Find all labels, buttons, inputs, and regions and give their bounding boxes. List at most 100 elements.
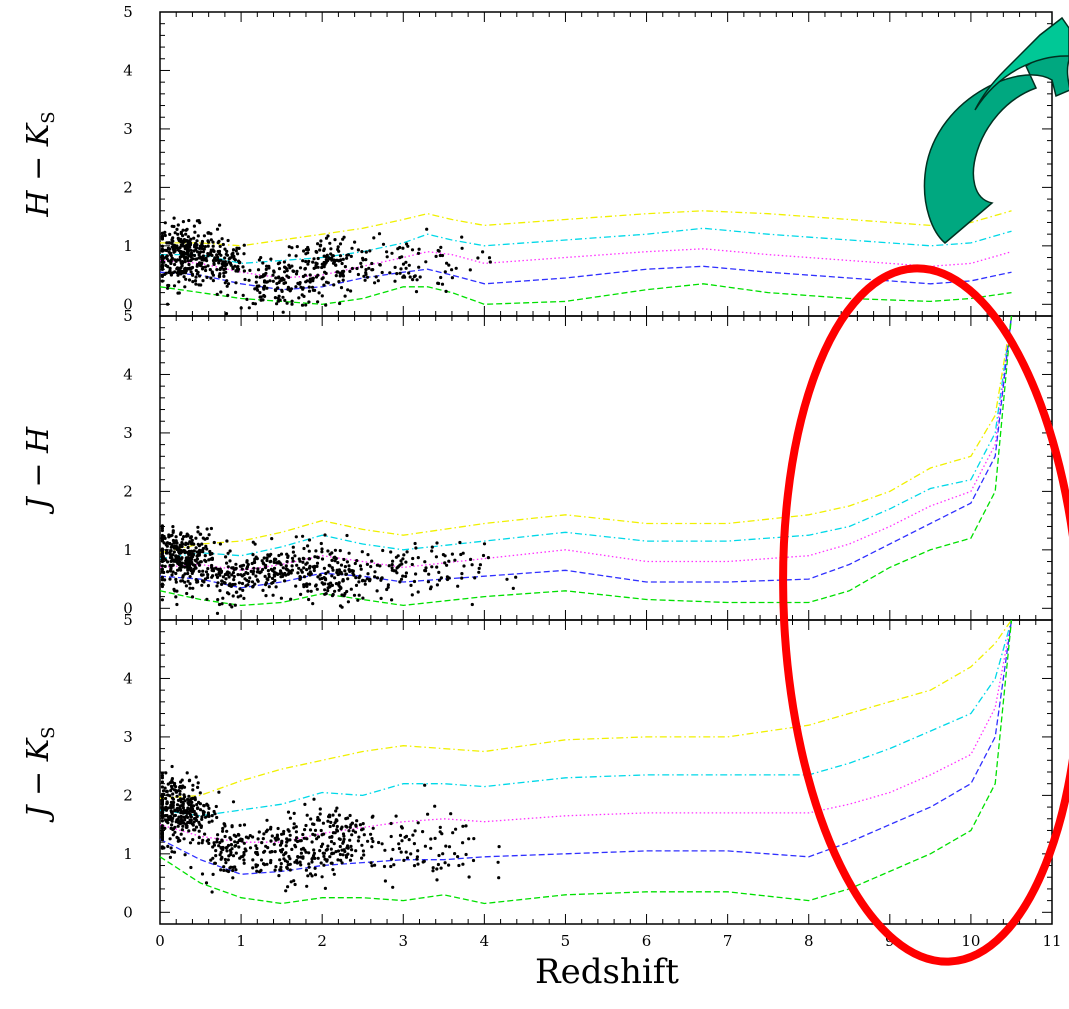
data-point <box>239 306 243 310</box>
data-point <box>416 862 420 866</box>
data-point <box>341 274 345 278</box>
data-point <box>182 811 186 815</box>
data-point <box>411 833 415 837</box>
data-point <box>232 578 236 582</box>
data-point <box>234 290 238 294</box>
data-point <box>329 256 334 260</box>
data-point <box>332 851 336 855</box>
data-point <box>191 280 195 284</box>
data-point <box>456 584 460 588</box>
data-point <box>404 571 408 575</box>
data-point <box>380 842 384 846</box>
data-point <box>309 589 313 593</box>
data-point <box>238 823 242 828</box>
data-point <box>181 824 185 828</box>
data-point <box>271 279 275 283</box>
data-point <box>231 248 236 252</box>
data-point <box>267 264 271 268</box>
data-point <box>200 242 204 247</box>
data-point <box>353 561 357 566</box>
data-point <box>339 563 344 567</box>
data-point <box>477 570 481 574</box>
data-point <box>360 550 364 554</box>
data-point <box>220 237 224 241</box>
data-point <box>294 845 298 849</box>
data-point <box>189 536 193 540</box>
data-point <box>237 259 241 263</box>
data-point <box>264 280 268 284</box>
data-point <box>514 575 518 579</box>
data-point <box>240 837 244 842</box>
data-point <box>265 556 269 560</box>
data-point <box>318 244 322 248</box>
data-point <box>197 551 201 556</box>
data-point <box>230 253 234 257</box>
data-point <box>270 581 274 585</box>
data-point <box>468 268 472 272</box>
data-point <box>390 566 394 570</box>
data-point <box>222 274 226 278</box>
data-point <box>225 849 229 853</box>
data-point <box>253 287 257 291</box>
data-point <box>298 839 302 843</box>
data-point <box>245 297 249 301</box>
data-point <box>402 553 406 557</box>
data-point <box>353 830 358 834</box>
data-point <box>257 830 261 834</box>
data-point <box>369 832 373 836</box>
data-point <box>222 868 226 873</box>
data-point <box>168 232 172 236</box>
data-point <box>404 266 408 270</box>
data-point <box>186 560 190 564</box>
data-point <box>222 865 226 869</box>
data-point <box>163 826 167 831</box>
data-point <box>398 580 402 584</box>
data-point <box>302 546 306 551</box>
data-point <box>233 840 237 844</box>
data-point <box>235 590 239 594</box>
data-point <box>244 584 248 588</box>
data-point <box>400 839 404 843</box>
data-point <box>311 602 315 606</box>
data-point <box>305 837 309 841</box>
chart-panels: 0 1 2 3 4 5 H − KS 0 1 2 3 4 5 J − H 0 1 2 3 4 5 J − KS 0 1 2 3 4… <box>21 3 1062 950</box>
data-point <box>360 843 364 847</box>
data-point <box>236 269 240 273</box>
data-point <box>180 561 184 565</box>
data-point <box>193 812 197 817</box>
data-point <box>383 848 387 852</box>
data-point <box>190 272 194 276</box>
data-point <box>215 837 219 841</box>
data-point <box>241 293 245 297</box>
data-point <box>190 549 194 553</box>
data-point <box>251 301 255 306</box>
data-point <box>281 566 285 570</box>
data-point <box>164 558 168 562</box>
data-point <box>270 834 274 838</box>
data-point <box>267 572 271 576</box>
data-point <box>201 811 206 815</box>
data-point <box>179 579 183 583</box>
data-point <box>333 821 337 825</box>
data-point <box>443 270 447 274</box>
data-point <box>277 267 282 271</box>
data-point <box>176 291 180 295</box>
x-tick-label: 6 <box>642 932 652 950</box>
data-point <box>286 554 290 558</box>
data-point <box>229 263 233 267</box>
data-point <box>314 250 319 254</box>
data-point <box>257 570 261 574</box>
data-point <box>196 234 200 238</box>
data-point <box>426 812 430 816</box>
data-point <box>231 865 235 870</box>
data-point <box>435 541 439 545</box>
data-point <box>416 556 420 560</box>
data-point <box>218 841 222 845</box>
data-point <box>237 845 241 849</box>
data-point <box>221 242 225 247</box>
data-point <box>356 248 360 252</box>
data-point <box>162 846 166 850</box>
data-point <box>190 822 194 826</box>
data-point <box>242 841 246 845</box>
data-point <box>168 541 172 546</box>
